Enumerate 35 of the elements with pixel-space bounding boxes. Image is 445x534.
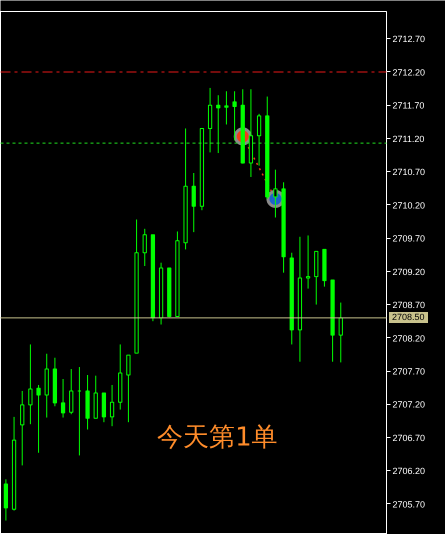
y-tick-label: 2712.20 (392, 67, 426, 78)
y-tick-label: 2710.20 (392, 200, 426, 210)
candlestick (69, 368, 74, 415)
y-tick-label: 2706.20 (392, 466, 426, 476)
y-tick-label: 2707.20 (392, 400, 426, 410)
candlestick (306, 234, 310, 290)
y-tick-label: 2705.70 (392, 499, 426, 510)
candlestick (102, 392, 106, 423)
y-tick-label: 2711.20 (392, 134, 424, 144)
candlestick (256, 113, 262, 166)
candlestick (36, 384, 41, 454)
y-tick-label: 2708.70 (392, 300, 426, 310)
annotation: 今天第1单 (157, 422, 278, 453)
y-tick-label: 2709.20 (392, 266, 426, 277)
candlestick (60, 378, 66, 418)
y-tick-label: 2712.70 (392, 34, 426, 44)
y-tick-label: 2710.70 (392, 167, 426, 178)
candlestick (273, 169, 278, 218)
candlestick (216, 94, 220, 154)
y-tick-label: 2711.70 (392, 100, 424, 111)
candlestick (28, 344, 33, 425)
ref-line-label: 2708.50 (389, 312, 428, 323)
y-tick-label: 2708.20 (392, 333, 426, 344)
y-tick-label: 2707.70 (392, 366, 426, 377)
candlestick (192, 172, 196, 233)
candlestick (338, 302, 343, 363)
candlestick (232, 90, 237, 141)
candlestick (126, 354, 131, 423)
candlestick (20, 390, 24, 466)
candlestick (110, 384, 114, 427)
candlestick (208, 87, 212, 153)
y-tick-label: 2709.70 (392, 234, 426, 244)
candlestick (142, 228, 147, 267)
y-tick-label: 2706.70 (392, 432, 426, 443)
candlestick (4, 478, 8, 522)
